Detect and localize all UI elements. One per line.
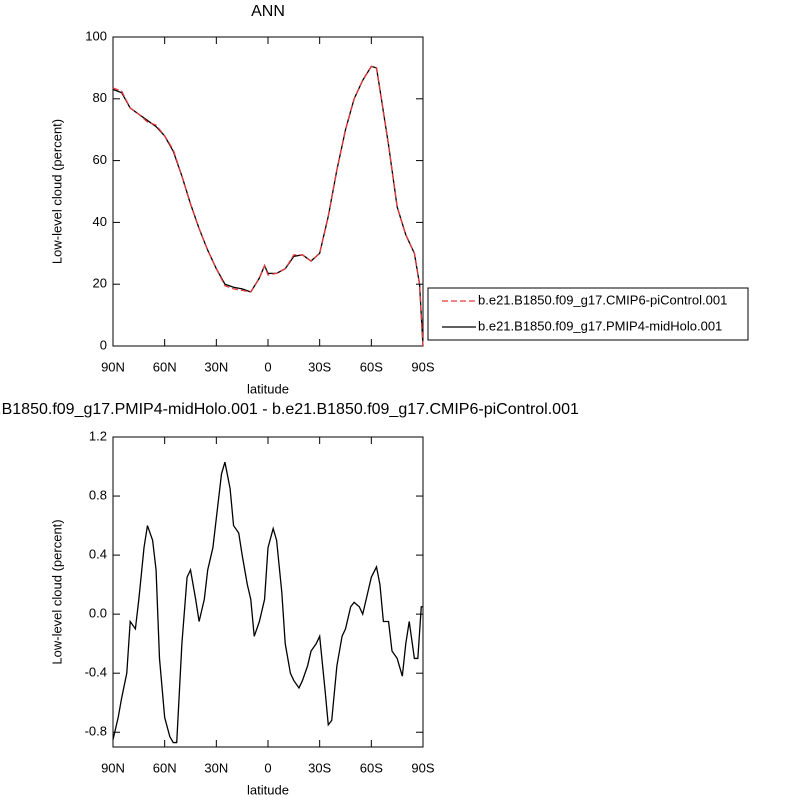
x-tick-label: 30S xyxy=(308,760,331,775)
x-tick-label: 30S xyxy=(308,359,331,374)
y-tick-label: 0.4 xyxy=(89,547,107,562)
x-axis-label: latitude xyxy=(247,782,289,797)
x-tick-label: 30N xyxy=(204,760,228,775)
y-tick-label: 1.2 xyxy=(89,428,107,443)
y-tick-label: -0.8 xyxy=(85,724,107,739)
y-tick-label: 60 xyxy=(93,152,107,167)
x-tick-label: 30N xyxy=(204,359,228,374)
y-tick-label: 100 xyxy=(85,28,107,43)
data-line xyxy=(112,65,424,347)
y-axis-label: Low-level cloud (percent) xyxy=(49,519,64,664)
x-tick-label: 90S xyxy=(411,359,434,374)
legend-label: b.e21.B1850.f09_g17.PMIP4-midHolo.001 xyxy=(478,318,722,333)
y-tick-label: -0.4 xyxy=(85,665,107,680)
x-tick-label: 0 xyxy=(264,760,271,775)
x-tick-label: 90S xyxy=(411,760,434,775)
x-tick-label: 60N xyxy=(153,359,177,374)
chart-title: ANN xyxy=(251,3,285,20)
chart-title: b.e21.B1850.f09_g17.PMIP4-midHolo.001 - … xyxy=(0,401,579,418)
plot-frame xyxy=(112,436,424,748)
legend-box xyxy=(427,287,749,341)
data-line xyxy=(112,65,424,347)
y-axis-label: Low-level cloud (percent) xyxy=(49,119,64,264)
y-tick-label: 20 xyxy=(93,276,107,291)
y-tick-label: 0 xyxy=(100,337,107,352)
plot-frame xyxy=(112,36,424,347)
x-axis-label: latitude xyxy=(247,381,289,396)
x-tick-label: 60N xyxy=(153,760,177,775)
y-tick-label: 80 xyxy=(93,90,107,105)
legend-label: b.e21.B1850.f09_g17.CMIP6-piControl.001 xyxy=(478,292,727,307)
x-tick-label: 60S xyxy=(360,359,383,374)
x-tick-label: 90N xyxy=(101,760,125,775)
y-tick-label: 40 xyxy=(93,214,107,229)
y-tick-label: 0.8 xyxy=(89,487,107,502)
data-line xyxy=(112,461,423,744)
x-tick-label: 90N xyxy=(101,359,125,374)
x-tick-label: 0 xyxy=(264,359,271,374)
y-tick-label: 0.0 xyxy=(89,606,107,621)
x-tick-label: 60S xyxy=(360,760,383,775)
